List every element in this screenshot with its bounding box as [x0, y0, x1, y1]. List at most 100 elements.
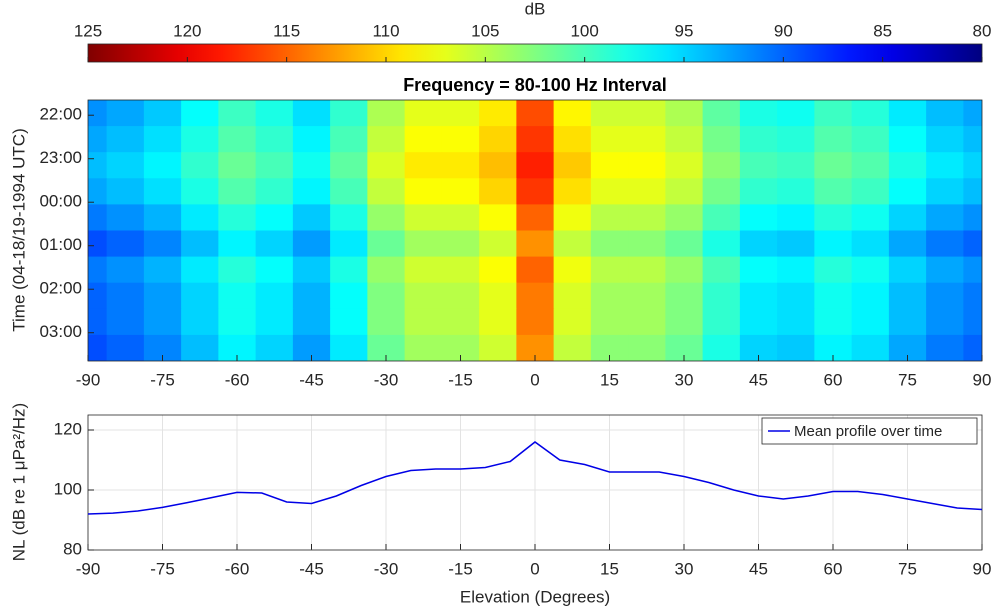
heatmap-cell [777, 308, 815, 336]
y-tick-label: 100 [54, 479, 82, 498]
heatmap-cell [218, 100, 257, 127]
x-tick-label: -15 [448, 370, 473, 389]
y-axis-label: NL (dB re 1 μPa²/Hz) [9, 403, 28, 561]
y-tick-label: 02:00 [39, 279, 82, 298]
y-tick-label: 00:00 [39, 192, 82, 211]
heatmap-cell [367, 204, 406, 231]
heatmap-cell [665, 100, 704, 127]
heatmap-cell [255, 334, 294, 361]
x-tick-label: 30 [675, 370, 694, 389]
heatmap-cell [106, 256, 145, 284]
heatmap-cell [143, 100, 182, 127]
heatmap-cell [292, 308, 331, 336]
heatmap-cell [553, 204, 592, 231]
heatmap-cell [665, 256, 704, 284]
heatmap-cell [963, 100, 982, 127]
heatmap-cell [404, 152, 443, 179]
heatmap-cell [963, 152, 982, 179]
heatmap-cell [963, 204, 982, 231]
heatmap-cell [814, 256, 853, 284]
heatmap-cell [739, 308, 778, 336]
heatmap-cell [181, 256, 219, 284]
heatmap-cell [218, 308, 257, 336]
heatmap-cell [963, 126, 982, 153]
x-tick-label: -45 [299, 559, 324, 578]
y-tick-label: 80 [63, 539, 82, 558]
heatmap-cell [926, 334, 964, 361]
heatmap-cell [292, 152, 331, 179]
heatmap-cell [255, 126, 294, 153]
heatmap-cell [441, 282, 480, 310]
x-tick-label: 45 [749, 559, 768, 578]
heatmap-cell [479, 126, 517, 153]
heatmap-cell [553, 282, 592, 310]
heatmap-cell [330, 126, 368, 153]
x-tick-label: -75 [150, 559, 175, 578]
legend-box [761, 417, 978, 445]
heatmap-cell [777, 230, 815, 258]
heatmap-cell [218, 152, 257, 179]
heatmap-cell [739, 178, 778, 205]
heatmap-cell [367, 230, 406, 258]
heatmap-cell [330, 152, 368, 179]
colorbar-tick-label: 95 [675, 21, 694, 40]
heatmap-cell [702, 100, 741, 127]
heatmap-cell [926, 178, 964, 205]
heatmap-cell [516, 308, 555, 336]
colorbar [87, 43, 983, 63]
heatmap-cell [292, 230, 331, 258]
x-tick-label: -75 [150, 370, 175, 389]
heatmap-cell [255, 204, 294, 231]
heatmap-cell [963, 308, 982, 336]
heatmap-cell [851, 178, 890, 205]
heatmap-cell [814, 100, 853, 127]
heatmap-cell [106, 178, 145, 205]
heatmap-cell [218, 256, 257, 284]
x-tick-label: 60 [824, 370, 843, 389]
heatmap-cell [851, 126, 890, 153]
colorbar-tick-label: 115 [273, 21, 300, 40]
heatmap-cell [777, 334, 815, 361]
heatmap-cell [218, 204, 257, 231]
heatmap-cell [143, 204, 182, 231]
heatmap-cell [404, 178, 443, 205]
heatmap-cell [441, 204, 480, 231]
heatmap-cell [851, 256, 890, 284]
heatmap-cell [88, 204, 108, 231]
heatmap-cell [143, 178, 182, 205]
heatmap-cell [963, 230, 982, 258]
heatmap-cell [665, 152, 704, 179]
heatmap-cell [479, 204, 517, 231]
heatmap-cell [143, 230, 182, 258]
heatmap-cells [88, 100, 982, 361]
heatmap-cell [255, 178, 294, 205]
heatmap-cell [590, 308, 629, 336]
heatmap-cell [814, 308, 853, 336]
heatmap-cell [553, 230, 592, 258]
heatmap-cell [218, 230, 257, 258]
x-tick-label: -90 [76, 559, 101, 578]
heatmap-cell [702, 230, 741, 258]
heatmap-cell [553, 100, 592, 127]
heatmap-cell [367, 100, 406, 127]
heatmap-cell [851, 152, 890, 179]
y-tick-label: 22:00 [39, 105, 82, 124]
heatmap-cell [181, 334, 219, 361]
colorbar-tick-label: 100 [570, 21, 598, 40]
legend-label: Mean profile over time [794, 423, 942, 440]
chart-title: Frequency = 80-100 Hz Interval [403, 75, 667, 95]
colorbar-tick-label: 90 [774, 21, 793, 40]
heatmap-cell [553, 152, 592, 179]
heatmap-cell [292, 100, 331, 127]
heatmap-cell [888, 256, 927, 284]
heatmap-cell [590, 126, 629, 153]
heatmap-cell [814, 282, 853, 310]
heatmap-cell [255, 230, 294, 258]
heatmap-cell [702, 308, 741, 336]
heatmap-cell [143, 126, 182, 153]
colorbar-tick-label: 105 [471, 21, 499, 40]
heatmap-cell [479, 308, 517, 336]
heatmap-cell [479, 152, 517, 179]
heatmap-cell [106, 204, 145, 231]
plot-frame [87, 414, 983, 551]
